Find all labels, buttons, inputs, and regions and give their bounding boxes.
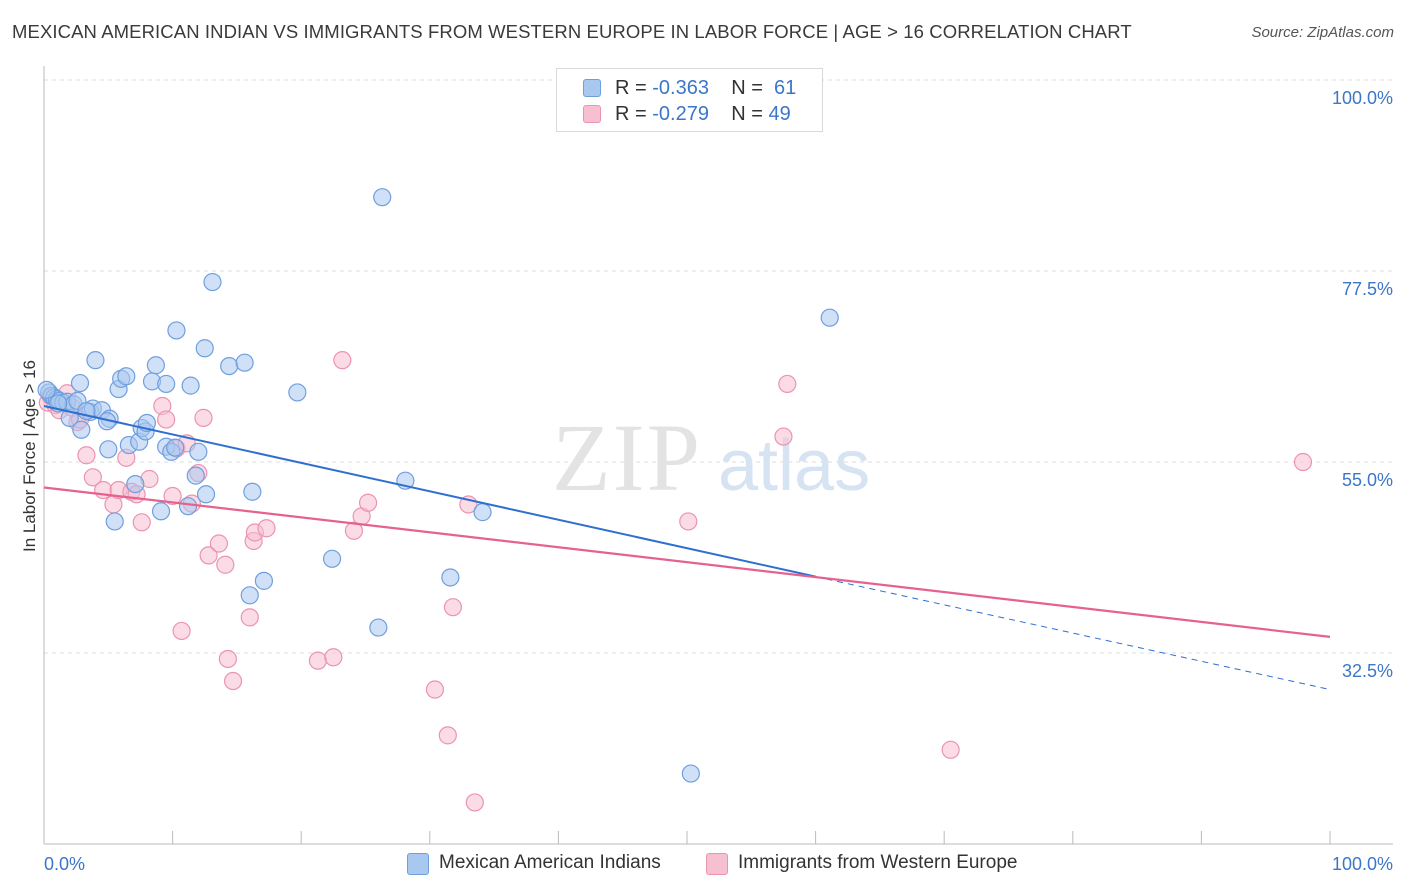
data-point	[240, 586, 259, 605]
trend-line-series1-extension	[815, 576, 1331, 691]
data-point	[167, 321, 186, 340]
watermark: ZIP atlas	[552, 404, 870, 511]
data-point	[333, 351, 352, 370]
data-point	[324, 648, 343, 667]
chart-title: MEXICAN AMERICAN INDIAN VS IMMIGRANTS FR…	[12, 21, 1132, 42]
legend-r-label: R =	[615, 103, 647, 125]
data-point	[157, 410, 176, 429]
data-point	[126, 474, 145, 494]
bottom-legend-swatch-series1	[407, 853, 429, 875]
data-point	[1293, 452, 1313, 472]
axes	[43, 66, 1393, 845]
data-point	[172, 621, 191, 641]
data-point	[679, 512, 698, 531]
trend-line-series2	[43, 486, 1331, 638]
data-point	[189, 442, 208, 461]
trend-line-series1	[43, 405, 816, 578]
legend-n-value-series2: 49	[768, 103, 791, 125]
data-point	[117, 367, 136, 386]
data-point	[86, 351, 105, 370]
data-point	[166, 438, 185, 457]
data-point	[240, 608, 259, 627]
data-point	[223, 671, 243, 691]
data-point	[441, 568, 460, 587]
data-point	[438, 726, 457, 745]
y-tick-label: 100.0%	[1332, 88, 1393, 108]
data-point	[178, 497, 198, 516]
data-point	[132, 513, 151, 532]
data-point	[443, 598, 463, 617]
data-point	[70, 373, 90, 393]
data-point	[37, 380, 56, 399]
data-point	[83, 468, 102, 487]
legend-r-label: R =	[615, 77, 647, 99]
legend-r-value-series1: -0.363	[652, 77, 709, 99]
data-point	[473, 503, 492, 522]
data-point	[195, 339, 214, 358]
trend-lines	[43, 405, 1331, 691]
data-point	[425, 680, 445, 699]
data-point	[257, 519, 276, 538]
data-point	[209, 534, 228, 553]
data-point	[157, 374, 176, 394]
data-point	[344, 521, 364, 540]
data-point	[196, 485, 216, 504]
data-point	[105, 512, 124, 531]
watermark-zip: ZIP	[552, 404, 702, 511]
x-tick-label: 0.0%	[44, 854, 85, 874]
correlation-legend: R = -0.363 N = 61 R = -0.279 N = 49	[556, 68, 823, 132]
data-point	[681, 764, 700, 783]
y-axis-label: In Labor Force | Age > 16	[20, 360, 39, 552]
data-point	[235, 353, 254, 372]
data-point	[373, 188, 392, 207]
legend-n-value-series1: 61	[774, 77, 797, 99]
data-point	[146, 356, 165, 375]
data-point	[199, 546, 218, 565]
bottom-legend-label-series2: Immigrants from Western Europe	[738, 852, 1018, 873]
data-point	[774, 427, 793, 446]
legend-n-label: N =	[731, 103, 763, 125]
x-tick-label: 100.0%	[1332, 854, 1393, 874]
bottom-legend-label-series1: Mexican American Indians	[439, 852, 661, 873]
data-point	[72, 420, 91, 439]
data-point	[778, 374, 797, 394]
y-tick-label: 77.5%	[1342, 279, 1393, 299]
data-point	[181, 376, 200, 395]
data-point	[194, 408, 213, 427]
data-point	[243, 482, 262, 501]
data-point	[322, 549, 342, 568]
data-point	[163, 486, 182, 506]
y-tick-label: 55.0%	[1342, 470, 1393, 490]
legend-swatch-series2	[583, 105, 601, 123]
source-credit: Source: ZipAtlas.com	[1251, 24, 1394, 41]
data-point	[220, 356, 239, 376]
data-point	[203, 272, 222, 292]
data-point	[77, 446, 96, 465]
legend-swatch-series1	[583, 79, 601, 97]
data-point	[941, 740, 960, 759]
data-point	[465, 793, 484, 812]
watermark-atlas: atlas	[718, 426, 870, 506]
tick-labels: 100.0% 77.5% 55.0% 32.5% 0.0% 100.0%	[44, 88, 1393, 874]
data-point	[369, 618, 388, 637]
data-point	[99, 440, 118, 459]
legend-r-value-series2: -0.279	[652, 103, 709, 125]
data-point	[218, 649, 237, 669]
bottom-legend-swatch-series2	[706, 853, 728, 875]
data-point	[151, 502, 171, 521]
data-point	[358, 493, 378, 512]
data-point	[308, 651, 328, 670]
data-point	[186, 466, 205, 485]
y-tick-label: 32.5%	[1342, 661, 1393, 681]
data-point	[254, 571, 274, 590]
data-point	[288, 383, 307, 402]
legend-n-label: N =	[731, 77, 763, 99]
data-point	[216, 555, 235, 574]
data-point	[820, 308, 839, 327]
